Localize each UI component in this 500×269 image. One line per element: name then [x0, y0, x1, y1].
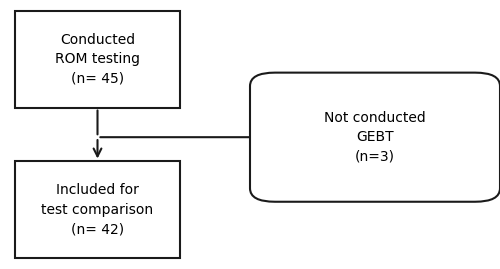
Text: Included for
test comparison
(n= 42): Included for test comparison (n= 42) — [42, 183, 154, 236]
FancyBboxPatch shape — [15, 161, 180, 258]
Text: Not conducted
GEBT
(n=3): Not conducted GEBT (n=3) — [324, 111, 426, 164]
FancyBboxPatch shape — [250, 73, 500, 202]
FancyBboxPatch shape — [15, 11, 180, 108]
Text: Conducted
ROM testing
(n= 45): Conducted ROM testing (n= 45) — [55, 33, 140, 86]
